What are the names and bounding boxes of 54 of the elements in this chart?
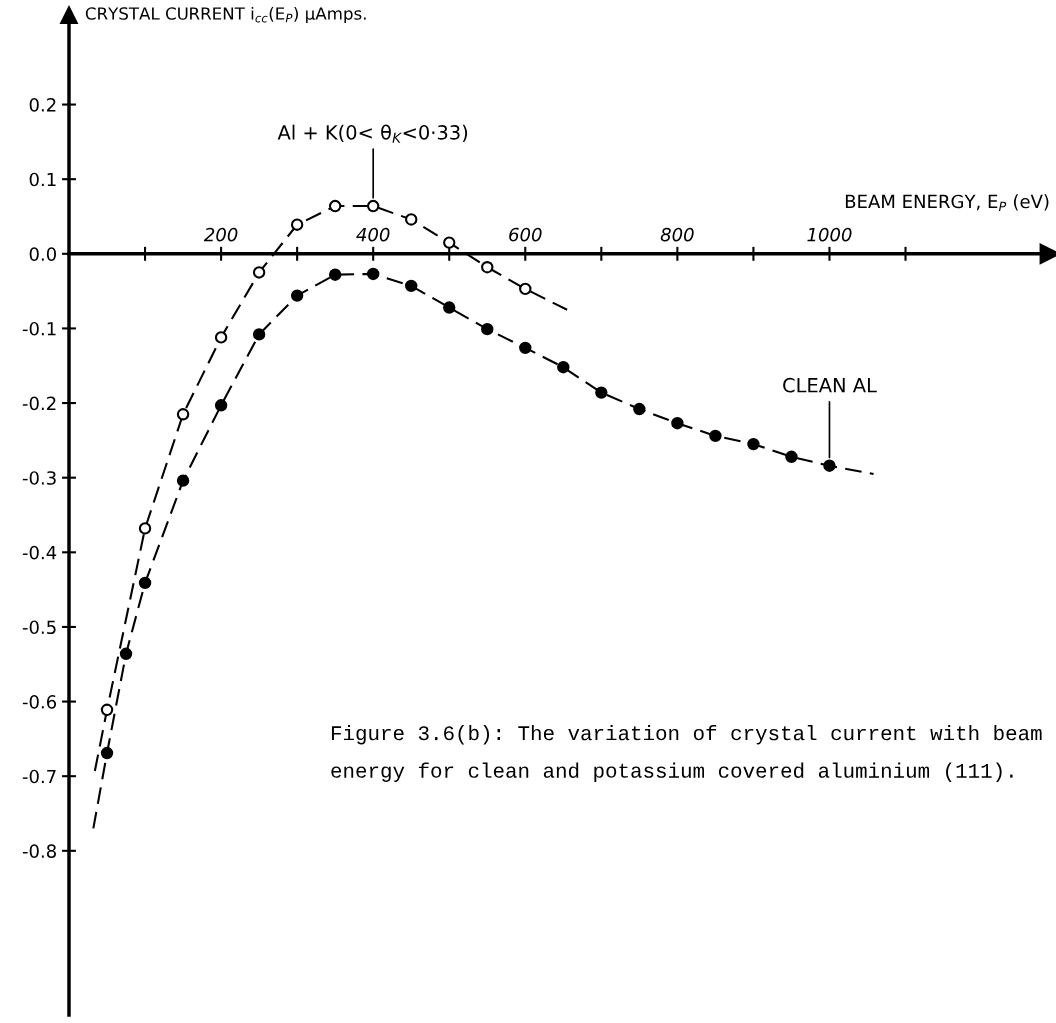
point — [328, 268, 342, 281]
point — [519, 341, 532, 355]
point — [595, 386, 608, 399]
point — [405, 213, 418, 226]
y-tick-label: -0.7 — [22, 769, 56, 784]
x-axis-title: BEAM ENERGY, E$_{P}$ (eV) — [845, 194, 1049, 211]
x-tick-label: 1000 — [807, 227, 852, 242]
y-tick-label: -0.8 — [22, 844, 56, 858]
point — [252, 328, 266, 341]
point — [290, 218, 304, 231]
annotation: Al + K(0< θ$_{K}$<0·33) — [277, 124, 468, 143]
point — [709, 429, 722, 443]
y-tick-label: -0.5 — [22, 620, 56, 635]
annotation: CLEAN AL — [783, 377, 877, 393]
y-tick-label: 0.2 — [29, 98, 56, 112]
point — [214, 331, 228, 344]
point — [443, 236, 456, 249]
point — [138, 522, 152, 535]
x-tick-label: 800 — [660, 227, 694, 242]
point — [405, 279, 418, 293]
y-tick-label: -0.1 — [22, 321, 56, 336]
point — [328, 199, 342, 213]
point — [176, 474, 190, 487]
point — [481, 322, 494, 336]
point — [823, 459, 836, 472]
point — [557, 361, 570, 374]
y-axis-title: CRYSTAL CURRENT i$_{cc}$(E$_{P}$) μAmps. — [85, 6, 366, 24]
point — [119, 647, 133, 660]
x-tick-label: 400 — [356, 227, 390, 242]
point — [747, 437, 760, 451]
point — [633, 402, 646, 416]
point — [785, 450, 798, 463]
y-tick-label: -0.6 — [22, 695, 57, 709]
point — [138, 576, 152, 590]
y-tick-label: -0.3 — [22, 471, 56, 485]
point — [519, 282, 532, 296]
annotation: Figure 3.6(b): The variation of crystal current with beam energy for clean and potassium covered aluminium (111). — [331, 725, 1042, 782]
point — [367, 267, 380, 281]
point — [100, 746, 114, 760]
y-tick-label: -0.4 — [22, 545, 57, 560]
point — [481, 261, 494, 274]
point — [100, 703, 114, 716]
point — [367, 199, 380, 213]
point — [214, 399, 228, 412]
y-tick-label: 0.0 — [29, 247, 56, 261]
x-tick-label: 600 — [509, 227, 542, 242]
y-tick-label: -0.2 — [22, 396, 56, 411]
point — [252, 266, 266, 279]
point — [290, 289, 304, 302]
point — [443, 301, 456, 314]
point — [671, 417, 684, 430]
x-tick-label: 200 — [203, 227, 238, 242]
y-tick-label: 0.1 — [29, 172, 56, 187]
point — [176, 408, 190, 421]
